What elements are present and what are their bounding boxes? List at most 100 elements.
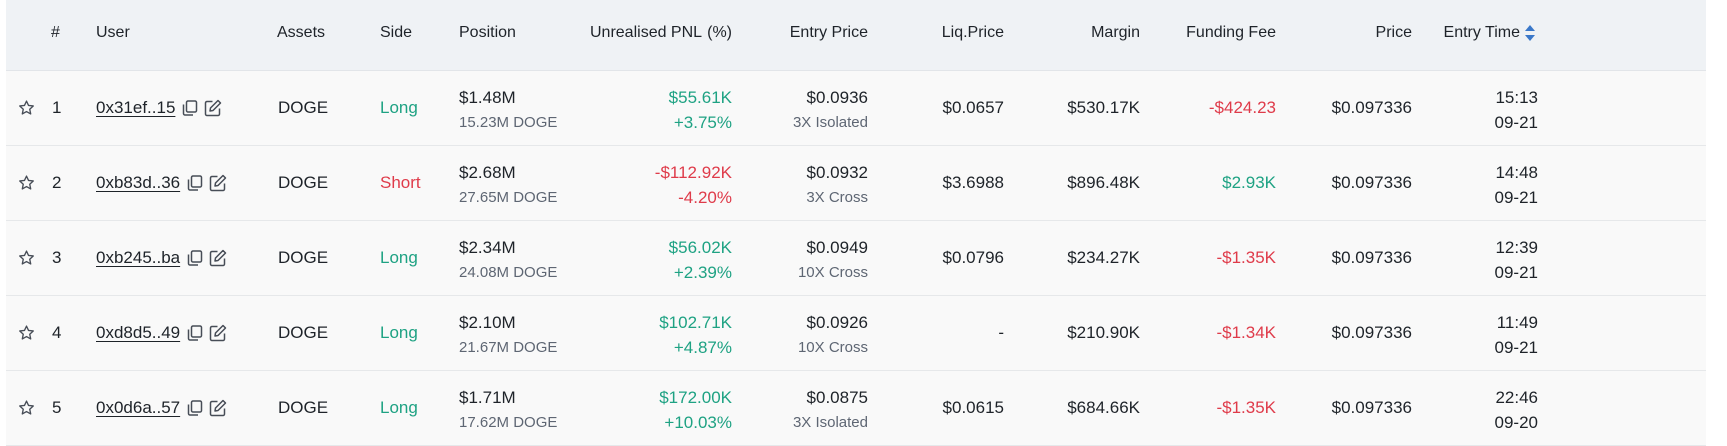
position-usd: $1.48M (459, 88, 516, 107)
entry-price-cell: $0.0949 10X Cross (728, 221, 868, 295)
position-qty: 15.23M DOGE (459, 114, 558, 131)
liq-price: $0.0615 (942, 398, 1004, 417)
row-index: 2 (52, 173, 62, 192)
table-row: 4 0xd8d5..49 DOGE Long $2.10M 21.67M DOG… (6, 296, 1706, 371)
pnl-cell: $56.02K +2.39% (586, 221, 732, 295)
pnl-cell: $55.61K +3.75% (586, 71, 732, 145)
unrealised-pnl: $55.61K (668, 88, 732, 107)
mark-price: $0.097336 (1331, 248, 1412, 267)
liq-price: - (998, 323, 1004, 342)
header-margin[interactable]: Margin (1091, 24, 1140, 41)
table-row: 1 0x31ef..15 DOGE Long $1.48M 15.23M DOG… (6, 71, 1706, 146)
header-pnl-percent[interactable]: (%) (707, 24, 732, 41)
entry-time: 14:48 (1495, 163, 1538, 182)
position-qty: 24.08M DOGE (459, 264, 558, 281)
position-usd: $2.10M (459, 313, 516, 332)
entry-time-cell: 12:39 09-21 (1426, 221, 1538, 295)
entry-price: $0.0949 (806, 238, 868, 257)
entry-price: $0.0932 (806, 163, 868, 182)
table-row: 5 0x0d6a..57 DOGE Long $1.71M 17.62M DOG… (6, 371, 1706, 446)
side: Long (380, 323, 418, 342)
position-cell: $2.68M 27.65M DOGE (459, 146, 609, 220)
edit-icon[interactable] (209, 174, 227, 192)
side: Long (380, 398, 418, 417)
leverage-mode: 3X Cross (806, 189, 868, 206)
row-index: 1 (52, 98, 62, 117)
edit-icon[interactable] (209, 249, 227, 267)
header-assets[interactable]: Assets (277, 24, 326, 41)
position-qty: 21.67M DOGE (459, 339, 558, 356)
unrealised-pnl: $56.02K (668, 238, 732, 257)
position-cell: $1.48M 15.23M DOGE (459, 71, 609, 145)
mark-price: $0.097336 (1331, 398, 1412, 417)
position-qty: 17.62M DOGE (459, 414, 558, 431)
entry-time: 15:13 (1495, 88, 1538, 107)
asset: DOGE (278, 173, 329, 192)
position-cell: $1.71M 17.62M DOGE (459, 371, 609, 445)
header-funding-fee[interactable]: Funding Fee (1186, 24, 1276, 41)
entry-date: 09-21 (1494, 113, 1538, 132)
pnl-percent: -4.20% (678, 188, 732, 207)
side: Long (380, 248, 418, 267)
entry-price: $0.0875 (806, 388, 868, 407)
margin: $896.48K (1067, 173, 1140, 192)
header-side[interactable]: Side (380, 24, 413, 41)
funding-fee: -$1.34K (1216, 323, 1276, 342)
header-position[interactable]: Position (459, 24, 516, 41)
star-icon[interactable] (17, 399, 36, 417)
header-entry-time[interactable]: Entry Time (1443, 24, 1520, 41)
header-user[interactable]: User (96, 24, 130, 41)
entry-price-cell: $0.0932 3X Cross (728, 146, 868, 220)
user-address-link[interactable]: 0xb245..ba (96, 248, 181, 267)
table-body: 1 0x31ef..15 DOGE Long $1.48M 15.23M DOG… (6, 71, 1706, 446)
edit-icon[interactable] (209, 324, 227, 342)
header-liq-price[interactable]: Liq.Price (941, 24, 1004, 41)
position-usd: $2.34M (459, 238, 516, 257)
funding-fee: $2.93K (1222, 173, 1276, 192)
margin: $210.90K (1067, 323, 1140, 342)
row-index: 3 (52, 248, 62, 267)
edit-icon[interactable] (204, 99, 222, 117)
asset: DOGE (278, 398, 329, 417)
header-entry-price[interactable]: Entry Price (789, 24, 868, 41)
liq-price: $3.6988 (942, 173, 1004, 192)
entry-time-cell: 15:13 09-21 (1426, 71, 1538, 145)
user-address-link[interactable]: 0x0d6a..57 (96, 398, 181, 417)
user-address-link[interactable]: 0xd8d5..49 (96, 323, 181, 342)
star-icon[interactable] (17, 324, 36, 342)
mark-price: $0.097336 (1331, 98, 1412, 117)
user-address-link[interactable]: 0xb83d..36 (96, 173, 181, 192)
edit-icon[interactable] (209, 399, 227, 417)
pnl-cell: $172.00K +10.03% (586, 371, 732, 445)
leverage-mode: 10X Cross (797, 339, 868, 356)
entry-time: 12:39 (1495, 238, 1538, 257)
star-icon[interactable] (17, 99, 36, 117)
copy-icon[interactable] (187, 250, 203, 266)
entry-date: 09-20 (1494, 413, 1538, 432)
funding-fee: -$1.35K (1216, 248, 1276, 267)
copy-icon[interactable] (187, 400, 203, 416)
entry-time-cell: 11:49 09-21 (1426, 296, 1538, 370)
header-index: # (51, 24, 60, 41)
row-index: 5 (52, 398, 62, 417)
star-icon[interactable] (17, 174, 36, 192)
leverage-mode: 3X Isolated (792, 114, 868, 131)
funding-fee: -$1.35K (1216, 398, 1276, 417)
copy-icon[interactable] (187, 325, 203, 341)
leverage-mode: 3X Isolated (792, 414, 868, 431)
asset: DOGE (278, 98, 329, 117)
header-unrealised-pnl[interactable]: Unrealised PNL (590, 24, 703, 41)
header-price[interactable]: Price (1375, 24, 1412, 41)
unrealised-pnl: -$112.92K (654, 163, 732, 182)
user-address-link[interactable]: 0x31ef..15 (96, 98, 176, 117)
asset: DOGE (278, 248, 329, 267)
mark-price: $0.097336 (1331, 323, 1412, 342)
entry-price-cell: $0.0875 3X Isolated (728, 371, 868, 445)
entry-time: 22:46 (1495, 388, 1538, 407)
copy-icon[interactable] (187, 175, 203, 191)
copy-icon[interactable] (182, 100, 198, 116)
pnl-percent: +3.75% (673, 113, 732, 132)
star-icon[interactable] (17, 249, 36, 267)
position-cell: $2.34M 24.08M DOGE (459, 221, 609, 295)
sort-arrows-icon[interactable] (1524, 24, 1536, 42)
